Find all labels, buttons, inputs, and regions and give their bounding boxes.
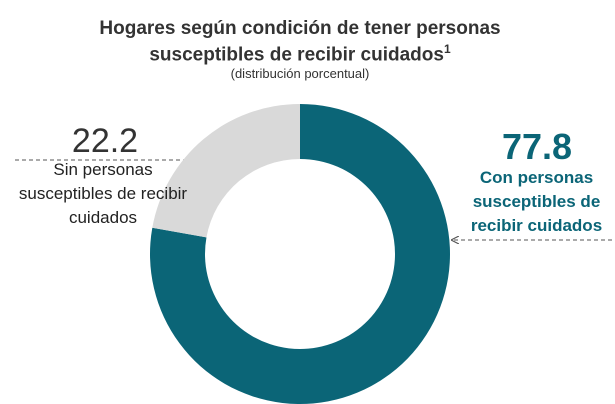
chart-subtitle: (distribución porcentual) <box>230 66 370 81</box>
data-label: 77.8 <box>501 126 573 167</box>
chart-title-line: Hogares según condición de tener persona… <box>99 18 501 39</box>
category-label: Con personas susceptibles de recibir cui… <box>470 168 603 235</box>
category-label: Sin personas susceptibles de recibir cui… <box>18 160 188 227</box>
donut-segment <box>150 104 450 404</box>
chart-title-line: susceptibles de recibir cuidados1 <box>0 42 600 66</box>
title-superscript: 1 <box>443 42 451 56</box>
chart-title-text: susceptibles de recibir cuidados <box>149 44 444 66</box>
donut-segment <box>152 104 300 238</box>
data-label: 22.2 <box>71 122 139 160</box>
